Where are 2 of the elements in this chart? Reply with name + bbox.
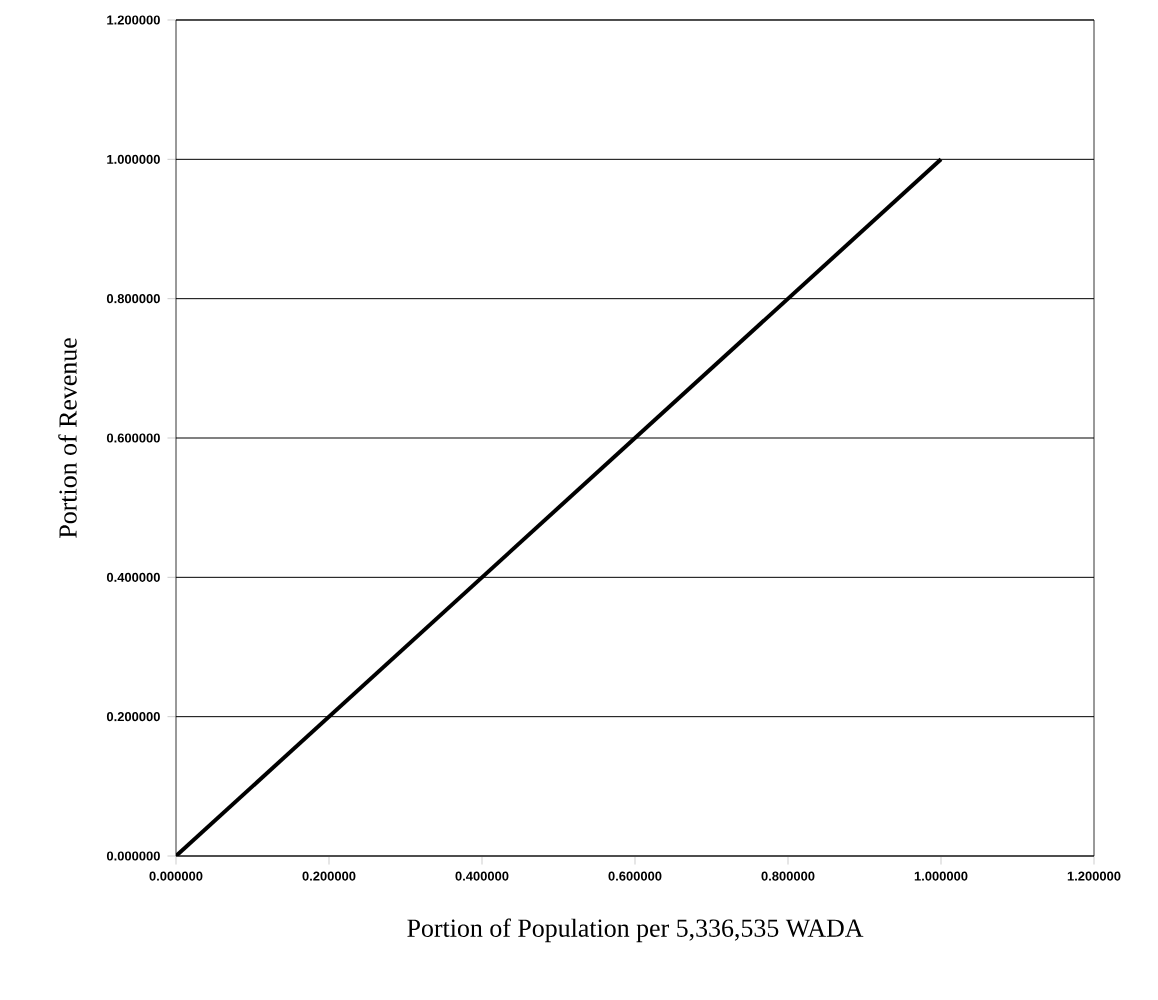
y-axis-title: Portion of Revenue xyxy=(58,338,77,538)
x-axis-title: Portion of Population per 5,336,535 WADA xyxy=(407,918,864,943)
